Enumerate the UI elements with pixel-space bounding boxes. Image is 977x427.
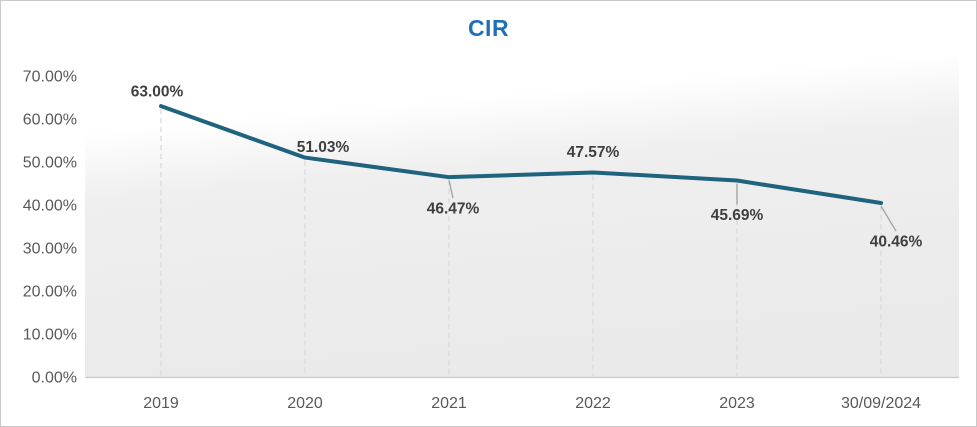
x-axis-tick-label: 2021: [431, 395, 467, 412]
y-axis-tick-label: 0.00%: [32, 370, 77, 387]
x-axis-tick-label: 2020: [287, 395, 323, 412]
x-axis-tick-label: 2022: [575, 395, 611, 412]
y-axis-tick-label: 20.00%: [23, 284, 77, 301]
x-axis-tick-label: 30/09/2024: [841, 395, 921, 412]
x-axis-tick-label: 2023: [719, 395, 755, 412]
data-point-label: 46.47%: [427, 201, 480, 218]
y-axis-tick-label: 70.00%: [23, 69, 77, 86]
y-axis-tick-label: 40.00%: [23, 198, 77, 215]
y-axis-tick-label: 60.00%: [23, 112, 77, 129]
label-leader-line: [448, 180, 454, 199]
label-leader-line: [880, 205, 897, 232]
y-axis-tick-label: 30.00%: [23, 241, 77, 258]
y-axis-tick-label: 10.00%: [23, 327, 77, 344]
plot-area: [85, 57, 959, 377]
x-axis-tick-label: 2019: [143, 395, 179, 412]
data-point-label: 63.00%: [131, 84, 184, 101]
series-line-cir: [159, 104, 883, 206]
data-point-label: 45.69%: [711, 207, 764, 224]
chart-title: CIR: [467, 15, 510, 41]
data-point-label: 47.57%: [567, 144, 620, 161]
data-point-label: 51.03%: [297, 139, 350, 156]
data-point-label: 40.46%: [870, 234, 923, 251]
y-axis-tick-label: 50.00%: [23, 155, 77, 172]
